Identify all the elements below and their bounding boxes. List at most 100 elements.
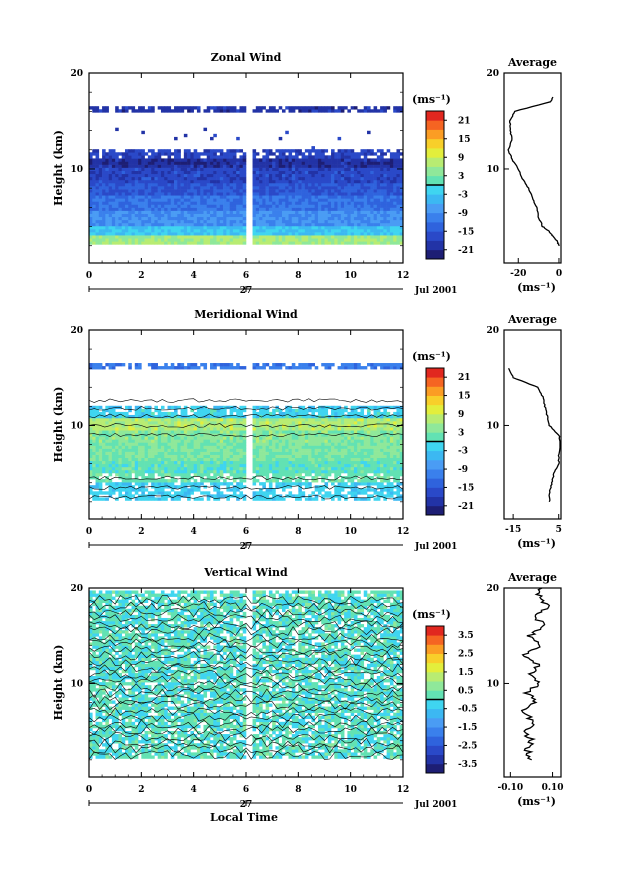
heatmap-cell [183,405,188,410]
heatmap-cell [268,427,273,431]
heatmap-cell [295,457,299,462]
heatmap-cell [344,232,348,236]
heatmap-cell [334,158,338,162]
heatmap-cell [295,421,299,425]
heatmap-cell [383,225,387,230]
heatmap-cell [216,213,221,218]
heatmap-cell [196,232,201,236]
heatmap-cell [111,491,116,495]
heatmap-cell [262,363,266,367]
heatmap-cell [121,176,126,181]
heatmap-cell [265,430,270,434]
heatmap-cell [95,430,100,434]
heatmap-cell [324,149,329,153]
heatmap-cell [154,152,158,156]
heatmap-cell [219,164,224,168]
heatmap-cell [157,213,162,218]
heatmap-cell [262,170,266,175]
heatmap-cell [128,201,132,205]
heatmap-cell [291,232,296,236]
heatmap-cell [141,439,145,443]
heatmap-cell [337,167,342,171]
heatmap-cell [121,182,126,187]
heatmap-cell [229,106,234,110]
heatmap-cell [337,216,342,221]
heatmap-cell [131,222,136,227]
heatmap-cell [138,238,142,242]
heatmap-cell [272,216,276,221]
heatmap-cell [190,192,194,196]
heatmap-cell [92,411,96,416]
heatmap-cell [193,469,198,474]
heatmap-cell [278,451,283,455]
heatmap-cell [95,155,100,159]
heatmap-cell [167,219,172,224]
heatmap-cell [373,232,378,236]
heatmap-cell [367,170,371,175]
heatmap-cell [242,485,247,489]
heatmap-cell [314,229,319,233]
heatmap-cell [226,457,230,462]
heatmap-cell [232,216,237,221]
heatmap-cell [213,479,217,483]
heatmap-cell [121,414,126,419]
heatmap-cell [157,222,162,227]
heatmap-cell [288,238,293,242]
heatmap-cell [239,179,244,184]
heatmap-cell [190,213,194,218]
heatmap-cell [210,469,214,474]
heatmap-cell [291,433,296,437]
heatmap-cell [337,192,342,196]
heatmap-cell [252,192,257,196]
heatmap-cell [317,170,322,175]
heatmap-cell [317,195,322,199]
heatmap-cell [134,482,139,486]
heatmap-cell [353,204,358,208]
heatmap-cell [321,161,325,165]
heatmap-cell [157,457,162,462]
heatmap-cell [118,210,123,214]
heatmap-cell [206,204,211,208]
heatmap-cell [278,457,283,462]
heatmap-cell [124,167,129,171]
heatmap-cell [170,427,175,431]
heatmap-cell [278,222,283,227]
heatmap-cell [226,216,230,221]
heatmap-cell [115,418,119,422]
heatmap-cell [154,232,158,236]
heatmap-cell [255,363,260,367]
heatmap-cell [95,472,100,477]
heatmap-cell [164,427,168,431]
heatmap-cell [226,448,230,452]
heatmap-cell [288,418,293,422]
heatmap-cell [95,414,100,419]
heatmap-cell [288,229,293,233]
heatmap-cell [170,454,175,459]
heatmap-cell [232,436,237,440]
heatmap-cell [170,207,175,211]
heatmap-cell [121,472,126,477]
heatmap-cell [160,457,165,462]
heatmap-cell [295,469,299,474]
heatmap-cell [141,201,145,205]
heatmap-cell [131,463,136,468]
heatmap-cell [160,229,165,233]
heatmap-cell [268,451,273,455]
heatmap-cell [288,152,293,156]
heatmap-cell [334,213,338,218]
heatmap-cell [183,463,188,468]
heatmap-cell [314,222,319,227]
heatmap-cell [151,161,155,165]
heatmap-cell [180,189,185,193]
heatmap-cell [242,463,247,468]
heatmap-cell [121,210,126,214]
heatmap-cell [232,161,237,165]
heatmap-cell [151,494,155,498]
heatmap-cell [278,430,283,434]
heatmap-cell [147,229,152,233]
heatmap-cell [370,216,374,221]
heatmap-cell [134,173,139,178]
heatmap-cell [216,436,221,440]
heatmap-cell [177,445,181,449]
heatmap-cell [200,363,204,367]
